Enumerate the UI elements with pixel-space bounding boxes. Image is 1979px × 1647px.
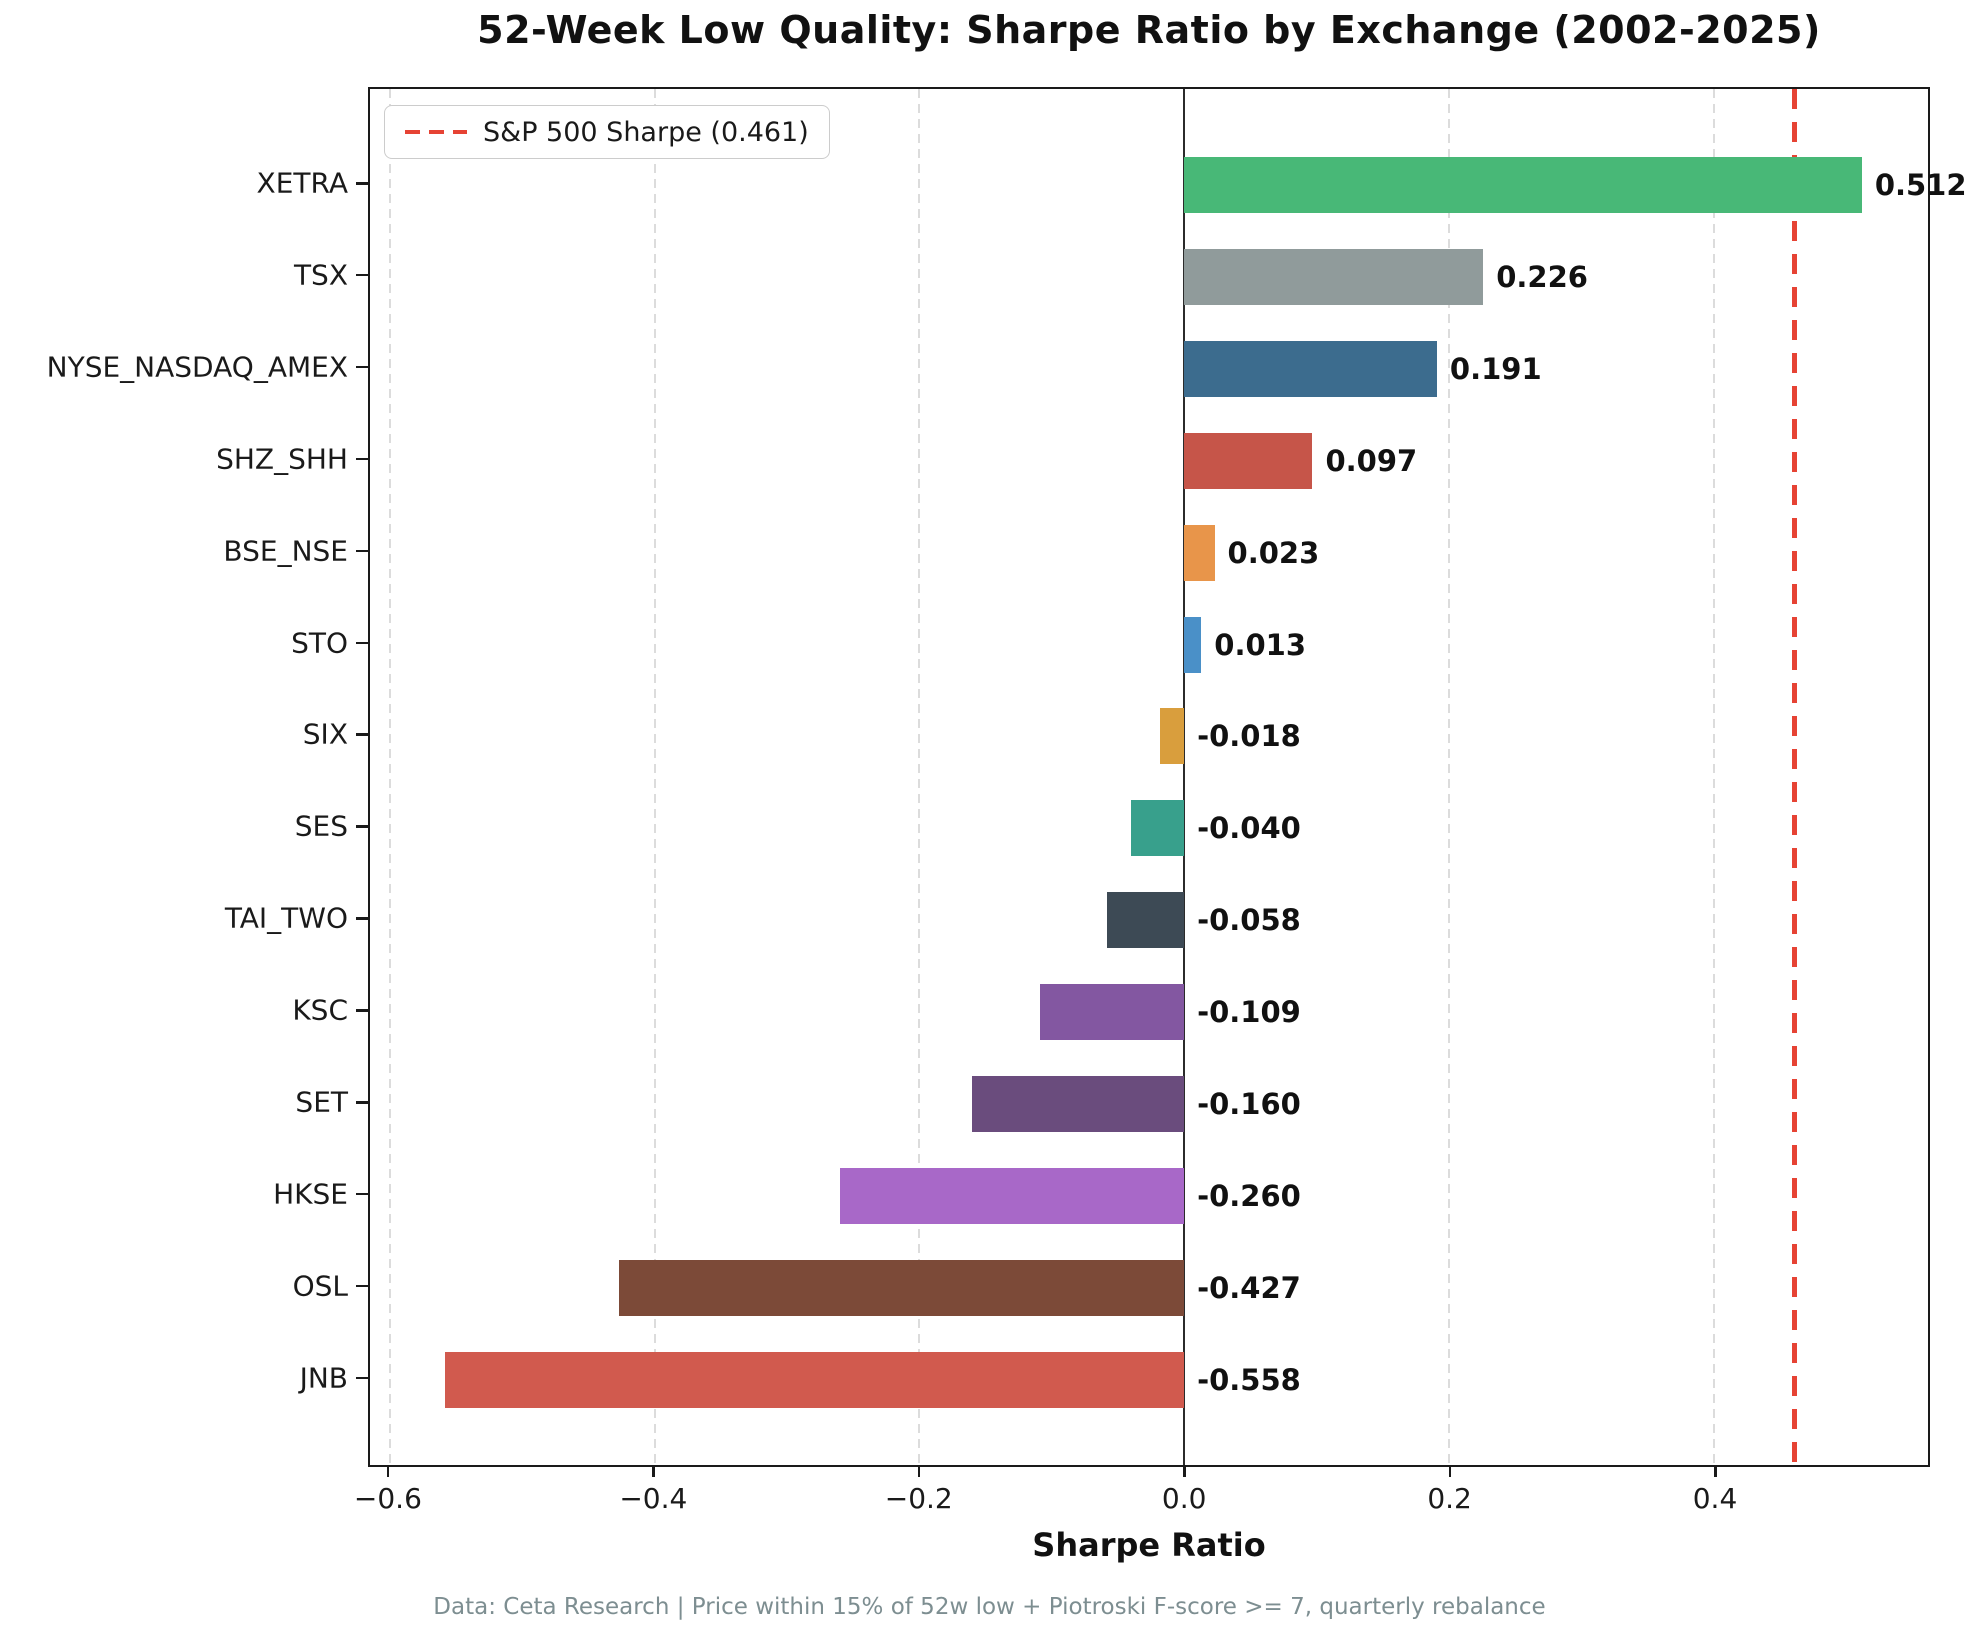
- x-axis-tick-mark: [1183, 1466, 1186, 1477]
- legend: S&P 500 Sharpe (0.461): [384, 105, 830, 159]
- y-axis-label-sto: STO: [291, 626, 348, 659]
- bar-value-label: -0.018: [1197, 719, 1301, 754]
- y-axis-tick-mark: [356, 825, 368, 828]
- y-axis-tick-mark: [356, 917, 368, 920]
- bar-xetra: [1184, 157, 1862, 213]
- y-axis-tick-mark: [356, 182, 368, 185]
- x-axis-tick-mark: [1714, 1466, 1717, 1477]
- x-axis-tick-label: 0.4: [1692, 1482, 1738, 1515]
- bar-value-label: 0.226: [1496, 259, 1588, 294]
- plot-area: S&P 500 Sharpe (0.461) 0.512 0.226 0.191 0.…: [368, 87, 1967, 1467]
- y-axis-label-ses: SES: [294, 809, 348, 843]
- y-axis-label-tsx: TSX: [293, 258, 348, 292]
- x-axis-tick-label: 0.2: [1427, 1482, 1472, 1515]
- bar-bse_nse: [1184, 524, 1215, 581]
- legend-dashed-line-icon: [405, 129, 467, 135]
- bar-sto: [1184, 616, 1202, 673]
- gridline: [1712, 89, 1715, 1465]
- y-axis-label-hkse: HKSE: [273, 1177, 348, 1211]
- y-axis-tick-mark: [356, 273, 368, 277]
- zero-axis-line: [1183, 89, 1186, 1465]
- y-axis-label-xetra: XETRA: [256, 166, 348, 200]
- x-axis: −0.6 −0.4 −0.2 0.0 0.2 0.4: [354, 1466, 1930, 1526]
- x-axis-tick-label: −0.6: [353, 1482, 422, 1515]
- bar-value-label: 0.023: [1227, 535, 1320, 570]
- bar-hkse: [839, 1167, 1185, 1224]
- y-axis-label-osl: OSL: [292, 1269, 348, 1303]
- chart-title: 52-Week Low Quality: Sharpe Ratio by Exc…: [477, 8, 1821, 52]
- x-axis-tick-mark: [917, 1466, 921, 1477]
- sp500-reference-line: [1791, 89, 1797, 1465]
- y-axis-label-six: SIX: [302, 717, 348, 751]
- x-axis-title: Sharpe Ratio: [1032, 1526, 1266, 1564]
- bar-value-label: 0.097: [1325, 443, 1418, 478]
- bar-value-label: -0.427: [1197, 1270, 1301, 1305]
- y-axis-tick-mark: [356, 1101, 368, 1104]
- x-axis-tick-label: 0.0: [1161, 1482, 1207, 1515]
- gridline: [388, 89, 391, 1465]
- bar-value-label: 0.512: [1874, 168, 1967, 202]
- bar-value-label: 0.013: [1214, 627, 1307, 662]
- x-axis-tick-mark: [386, 1466, 390, 1477]
- y-axis-label-ksc: KSC: [292, 993, 348, 1027]
- y-axis-tick-mark: [356, 1192, 368, 1196]
- gridline: [1447, 89, 1450, 1465]
- y-axis-label-jnb: JNB: [299, 1361, 348, 1395]
- bar-set: [972, 1076, 1185, 1132]
- bar-value-label: -0.260: [1197, 1178, 1301, 1213]
- y-axis-label-set: SET: [295, 1085, 348, 1119]
- y-axis-label-tai_two: TAI_TWO: [224, 901, 348, 935]
- gridline: [653, 89, 656, 1465]
- y-axis-tick-mark: [356, 365, 368, 369]
- footer-caption: Data: Ceta Research | Price within 15% o…: [433, 1594, 1546, 1620]
- bar-nyse_nasdaq_amex: [1184, 340, 1437, 397]
- bar-ses: [1131, 800, 1185, 857]
- y-axis-tick-mark: [356, 733, 368, 736]
- bar-tai_two: [1107, 892, 1185, 949]
- bar-value-label: -0.058: [1197, 903, 1301, 938]
- bar-value-label: -0.109: [1197, 995, 1301, 1030]
- bar-jnb: [445, 1351, 1185, 1408]
- bar-osl: [618, 1259, 1185, 1316]
- bar-value-label: -0.040: [1197, 811, 1301, 846]
- bar-ksc: [1039, 984, 1185, 1041]
- y-axis-tick-mark: [356, 1376, 368, 1380]
- x-axis-tick-label: −0.4: [619, 1482, 688, 1515]
- y-axis-label-nyse_nasdaq_amex: NYSE_NASDAQ_AMEX: [46, 350, 348, 384]
- bar-value-label: 0.191: [1449, 351, 1542, 386]
- y-axis-tick-mark: [356, 549, 368, 553]
- y-axis-label-bse_nse: BSE_NSE: [223, 534, 348, 568]
- x-axis-tick-mark: [1448, 1466, 1452, 1477]
- bar-shz_shh: [1184, 432, 1313, 489]
- bar-tsx: [1184, 248, 1484, 305]
- y-axis-tick-mark: [356, 641, 368, 644]
- y-axis-tick-mark: [356, 457, 368, 461]
- y-axis-tick-mark: [356, 1009, 368, 1012]
- y-axis-tick-mark: [356, 1284, 368, 1288]
- gridline: [918, 89, 921, 1465]
- x-axis-tick-mark: [652, 1466, 655, 1477]
- y-axis-label-shz_shh: SHZ_SHH: [216, 442, 348, 476]
- bar-six: [1160, 708, 1185, 765]
- bar-value-label: -0.558: [1197, 1362, 1301, 1397]
- legend-label: S&P 500 Sharpe (0.461): [483, 116, 809, 148]
- bar-value-label: -0.160: [1197, 1087, 1301, 1121]
- x-axis-tick-label: −0.2: [884, 1482, 953, 1515]
